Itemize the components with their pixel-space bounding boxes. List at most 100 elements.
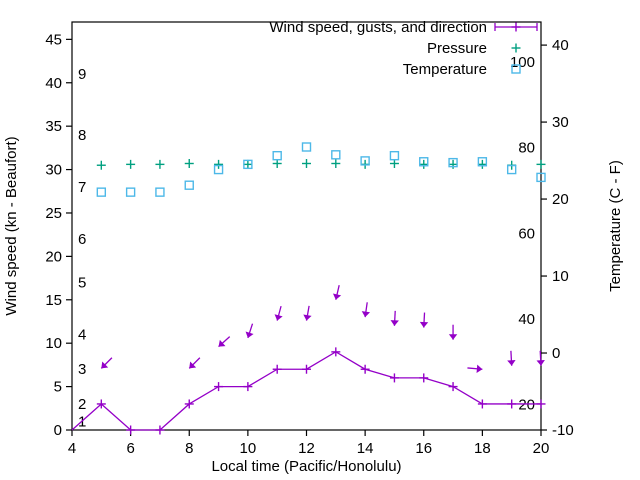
wind-speed-point: [507, 399, 517, 409]
x-axis-tick-label: 6: [126, 440, 134, 457]
y2-axis-tick-label: 30: [552, 114, 569, 131]
x-axis-tick-label: 8: [185, 440, 193, 457]
beaufort-scale-label: 2: [78, 396, 86, 413]
pressure-point: [389, 158, 399, 168]
pressure-point: [536, 159, 546, 169]
temperature-point: [272, 150, 282, 161]
x-axis-tick-label: 14: [357, 440, 374, 457]
temperature-point: [155, 187, 165, 197]
wind-speed-point: [214, 382, 224, 392]
wind-speed-point: [243, 382, 253, 392]
fahrenheit-scale-label: 40: [518, 311, 535, 328]
pressure-point: [302, 158, 311, 168]
beaufort-scale-label: 9: [78, 66, 86, 83]
wind-speed-point: [331, 347, 341, 357]
temperature-point: [360, 156, 370, 166]
temperature-point: [477, 157, 488, 167]
temperature-point: [448, 157, 458, 168]
x-axis-tick-label: 16: [415, 440, 432, 457]
temperature-point: [536, 172, 546, 183]
wind-speed-point: [272, 364, 282, 374]
pressure-point: [477, 159, 487, 169]
x-axis-tick-label: 20: [533, 440, 550, 457]
wind-speed-line: [71, 351, 541, 431]
pressure-point: [243, 159, 253, 169]
y-axis-tick-label: 0: [54, 422, 62, 439]
pressure-point: [96, 160, 106, 170]
wind-direction-arrow: [361, 302, 371, 318]
y-axis-tick-label: 30: [45, 162, 62, 179]
wind-speed-point: [419, 373, 429, 383]
wind-speed-point: [126, 425, 136, 435]
wind-speed-point: [184, 399, 194, 409]
x-axis-tick-label: 4: [68, 440, 76, 457]
wind-direction-arrow: [448, 324, 458, 340]
y-axis-title: Wind speed (kn - Beaufort): [3, 136, 20, 315]
wind-direction-arrow: [332, 285, 342, 300]
legend-swatch-temperature: [511, 64, 521, 74]
temperature-point: [96, 187, 107, 197]
y-axis-tick-label: 45: [45, 31, 62, 48]
wind-speed-point: [155, 425, 165, 435]
wind-speed-point: [96, 399, 106, 409]
beaufort-scale-label: 8: [78, 127, 86, 144]
wind-direction-arrow: [218, 336, 231, 348]
beaufort-scale-label: 3: [78, 361, 86, 378]
temperature-point: [213, 164, 224, 175]
pressure-point: [419, 159, 429, 169]
wind-direction-arrow: [188, 357, 201, 369]
pressure-point: [155, 159, 165, 169]
temperature-point: [506, 164, 517, 175]
legend-label-2: Temperature: [403, 61, 487, 78]
wind-direction-arrow: [467, 364, 483, 373]
wind-direction-arrow: [536, 350, 545, 366]
wind-speed-point: [389, 373, 399, 383]
y-axis-tick-label: 10: [45, 335, 62, 352]
y2-axis-tick-label: 0: [552, 345, 560, 362]
y2-axis-tick-label: 10: [552, 268, 569, 285]
wind-speed-point: [360, 364, 370, 374]
x-axis-tick-label: 18: [474, 440, 491, 457]
pressure-point: [184, 158, 194, 168]
y2-axis-tick-label: -10: [552, 422, 574, 439]
legend-swatch-wind: [494, 22, 538, 32]
temperature-point: [184, 180, 194, 190]
y-axis-tick-label: 15: [45, 292, 62, 309]
wind-direction-arrow: [507, 350, 516, 366]
temperature-point: [243, 159, 253, 170]
wind-direction-arrow: [390, 310, 399, 326]
wind-direction-arrow: [303, 305, 312, 321]
fahrenheit-scale-label: 80: [518, 140, 535, 157]
legend-label-1: Pressure: [427, 40, 487, 57]
pressure-point: [331, 158, 341, 168]
pressure-point: [126, 159, 136, 169]
beaufort-scale-label: 6: [78, 231, 86, 248]
fahrenheit-scale-label: 60: [518, 225, 535, 242]
wind-direction-arrow: [245, 323, 254, 339]
legend-swatch-pressure: [511, 43, 521, 53]
wind-direction-arrow: [100, 357, 113, 369]
x-axis-tick-label: 10: [240, 440, 257, 457]
temperature-point: [419, 157, 429, 167]
y-axis-tick-label: 5: [54, 379, 62, 396]
y2-axis-tick-label: 40: [552, 37, 569, 54]
beaufort-scale-label: 7: [78, 179, 86, 196]
fahrenheit-scale-label: 20: [518, 396, 535, 413]
wind-direction-arrow: [419, 312, 429, 328]
y-axis-tick-label: 40: [45, 75, 62, 92]
wind-speed-point: [302, 364, 311, 374]
beaufort-scale-label: 5: [78, 274, 86, 291]
temperature-point: [389, 150, 400, 161]
wind-direction-arrow: [274, 305, 283, 321]
temperature-point: [125, 187, 136, 197]
pressure-point: [448, 159, 458, 169]
y-axis-tick-label: 25: [45, 205, 62, 222]
pressure-point: [272, 158, 282, 168]
fahrenheit-scale-label: 100: [510, 54, 535, 71]
beaufort-scale-label: 4: [78, 327, 86, 344]
legend-label-0: Wind speed, gusts, and direction: [269, 19, 487, 36]
pressure-point: [214, 159, 224, 169]
y-axis-tick-label: 20: [45, 248, 62, 265]
